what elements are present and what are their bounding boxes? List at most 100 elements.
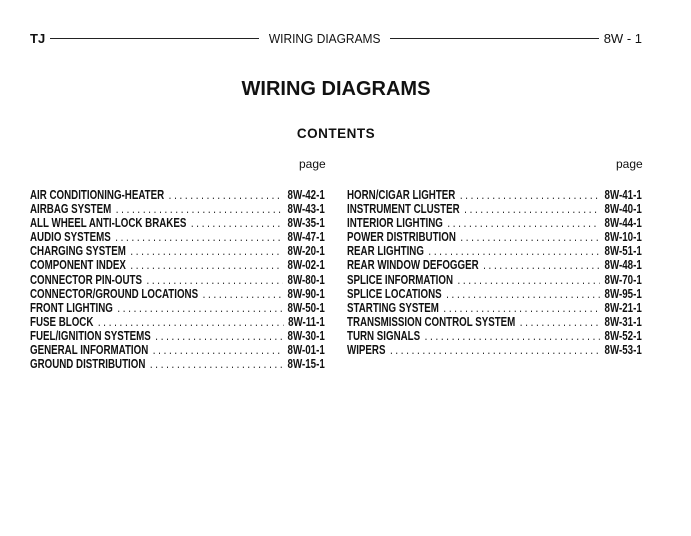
entry-title: POWER DISTRIBUTION (347, 229, 456, 245)
dot-leader (446, 287, 600, 301)
entry-page: 8W-31-1 (604, 313, 642, 329)
contents-entry[interactable]: HORN/CIGAR LIGHTER 8W-41-1 (347, 187, 642, 202)
contents-entry[interactable]: AIRBAG SYSTEM 8W-43-1 (30, 201, 325, 217)
dot-leader (116, 202, 283, 216)
entry-title: AIRBAG SYSTEM (30, 201, 112, 217)
entry-page: 8W-20-1 (287, 243, 325, 259)
dot-leader (191, 216, 283, 230)
entry-page: 8W-47-1 (287, 229, 325, 245)
contents-entry[interactable]: CHARGING SYSTEM 8W-20-1 (30, 244, 325, 258)
entry-title: REAR LIGHTING (347, 243, 424, 259)
entry-page: 8W-02-1 (287, 257, 325, 273)
dot-leader (153, 343, 283, 357)
entry-title: GENERAL INFORMATION (30, 342, 149, 358)
contents-entry[interactable]: SPLICE LOCATIONS 8W-95-1 (347, 285, 642, 301)
dot-leader (155, 329, 283, 343)
entry-title: AUDIO SYSTEMS (30, 229, 111, 245)
dot-leader (447, 216, 600, 230)
page-label-right: page (616, 157, 643, 171)
entry-title: INSTRUMENT CLUSTER (347, 201, 460, 217)
header-rule-right (390, 37, 599, 39)
dot-leader (460, 230, 600, 244)
contents-entry[interactable]: AUDIO SYSTEMS 8W-47-1 (30, 230, 325, 244)
entry-page: 8W-15-1 (287, 356, 325, 372)
entry-page: 8W-10-1 (604, 229, 642, 245)
entry-page: 8W-40-1 (604, 201, 642, 217)
contents-entry[interactable]: GROUND DISTRIBUTION 8W-15-1 (30, 357, 325, 371)
entry-page: 8W-80-1 (287, 271, 325, 287)
entry-page: 8W-21-1 (604, 299, 642, 315)
entry-title: TRANSMISSION CONTROL SYSTEM (347, 313, 516, 329)
dot-leader (146, 273, 283, 287)
page-label-left: page (299, 157, 326, 171)
entry-title: TURN SIGNALS (347, 327, 421, 343)
entry-page: 8W-95-1 (604, 285, 642, 301)
dot-leader (130, 258, 283, 272)
entry-title: SPLICE INFORMATION (347, 271, 453, 287)
contents-entry[interactable]: WIPERS 8W-53-1 (347, 342, 642, 358)
contents-entry[interactable]: FUSE BLOCK 8W-11-1 (30, 313, 325, 329)
contents-heading: CONTENTS (296, 126, 376, 141)
entry-page: 8W-44-1 (604, 215, 642, 231)
entry-title: FUEL/IGNITION SYSTEMS (30, 327, 151, 343)
entry-title: FRONT LIGHTING (30, 299, 113, 315)
entry-page: 8W-51-1 (604, 243, 642, 259)
entry-title: HORN/CIGAR LIGHTER (347, 187, 456, 202)
contents-entry[interactable]: COMPONENT INDEX 8W-02-1 (30, 258, 325, 272)
entry-page: 8W-53-1 (604, 342, 642, 358)
contents-entry[interactable]: TRANSMISSION CONTROL SYSTEM 8W-31-1 (347, 313, 642, 329)
entry-page: 8W-50-1 (287, 299, 325, 315)
dot-leader (443, 301, 600, 315)
entry-title: AIR CONDITIONING-HEATER (30, 187, 165, 202)
contents-entry[interactable]: REAR LIGHTING 8W-51-1 (347, 244, 642, 258)
contents-entry[interactable]: STARTING SYSTEM 8W-21-1 (347, 299, 642, 315)
entry-page: 8W-43-1 (287, 201, 325, 217)
dot-leader (483, 258, 600, 272)
entry-page: 8W-70-1 (604, 271, 642, 287)
dot-leader (460, 188, 600, 202)
page-title: WIRING DIAGRAMS (241, 78, 431, 100)
contents-entry[interactable]: REAR WINDOW DEFOGGER 8W-48-1 (347, 258, 642, 272)
contents-entry[interactable]: FRONT LIGHTING 8W-50-1 (30, 299, 325, 315)
header-page-number: 8W - 1 (603, 30, 642, 46)
dot-leader (425, 329, 600, 343)
entry-title: WIPERS (347, 342, 386, 358)
entry-page: 8W-48-1 (604, 257, 642, 273)
entry-title: CONNECTOR PIN-OUTS (30, 271, 142, 287)
entry-title: CONNECTOR/GROUND LOCATIONS (30, 285, 199, 301)
running-header: TJ WIRING DIAGRAMS 8W - 1 (30, 30, 642, 46)
contents-entry[interactable]: CONNECTOR PIN-OUTS 8W-80-1 (30, 271, 325, 287)
contents-entry[interactable]: ALL WHEEL ANTI-LOCK BRAKES 8W-35-1 (30, 216, 325, 230)
entry-page: 8W-90-1 (287, 285, 325, 301)
entry-page: 8W-30-1 (287, 327, 325, 343)
contents-entry[interactable]: POWER DISTRIBUTION 8W-10-1 (347, 230, 642, 244)
dot-leader (115, 230, 283, 244)
entry-page: 8W-01-1 (287, 342, 325, 358)
dot-leader (169, 188, 283, 202)
contents-entry[interactable]: INSTRUMENT CLUSTER 8W-40-1 (347, 201, 642, 217)
entry-page: 8W-52-1 (604, 327, 642, 343)
contents-entry[interactable]: AIR CONDITIONING-HEATER 8W-42-1 (30, 187, 325, 202)
entry-page: 8W-35-1 (287, 215, 325, 231)
dot-leader (457, 273, 600, 287)
entry-title: SPLICE LOCATIONS (347, 285, 442, 301)
contents-entry[interactable]: TURN SIGNALS 8W-52-1 (347, 327, 642, 343)
dot-leader (98, 315, 284, 329)
dot-leader (130, 244, 283, 258)
contents-entry[interactable]: CONNECTOR/GROUND LOCATIONS 8W-90-1 (30, 285, 325, 301)
contents-entry[interactable]: GENERAL INFORMATION 8W-01-1 (30, 342, 325, 358)
entry-title: STARTING SYSTEM (347, 299, 439, 315)
entry-page: 8W-41-1 (604, 187, 642, 202)
dot-leader (117, 301, 283, 315)
entry-title: FUSE BLOCK (30, 313, 94, 329)
header-model: TJ (30, 30, 46, 46)
entry-title: REAR WINDOW DEFOGGER (347, 257, 479, 273)
entry-page: 8W-11-1 (288, 313, 325, 329)
contents-entry[interactable]: SPLICE INFORMATION 8W-70-1 (347, 271, 642, 287)
contents-entry[interactable]: INTERIOR LIGHTING 8W-44-1 (347, 216, 642, 230)
dot-leader (390, 343, 600, 357)
dot-leader (464, 202, 600, 216)
contents-entry[interactable]: FUEL/IGNITION SYSTEMS 8W-30-1 (30, 327, 325, 343)
